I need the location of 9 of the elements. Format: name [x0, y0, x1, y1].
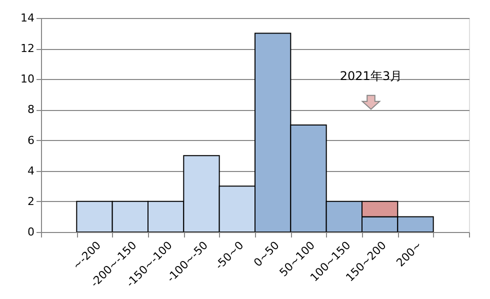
annotation: 2021年3月: [340, 69, 402, 83]
y-tick-label: 14: [20, 12, 34, 24]
y-tick-label: 10: [20, 72, 34, 86]
y-tick-label: 8: [28, 103, 34, 116]
y-tick-label: 6: [28, 134, 34, 147]
y-tick-label: 0: [28, 226, 34, 238]
y-tick-label: 4: [28, 164, 34, 178]
y-tick-label: 2: [28, 194, 34, 208]
y-tick-label: 12: [20, 42, 34, 56]
